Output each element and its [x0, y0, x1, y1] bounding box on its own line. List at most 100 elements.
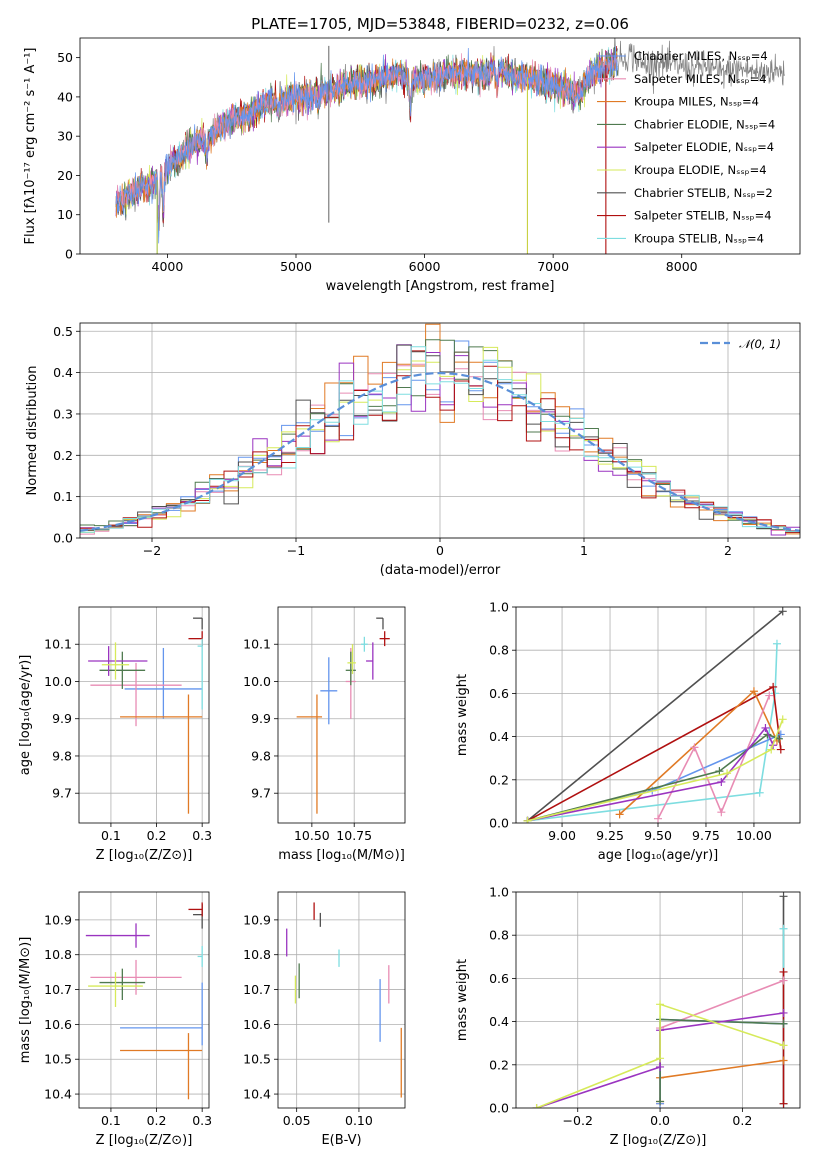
model-spectrum-chabrier-stelib — [115, 38, 618, 222]
residuals-xtick-label: 1 — [580, 543, 588, 558]
residuals-xtick-label: −2 — [143, 543, 161, 558]
legend-label-chabrier-elodie: Chabrier ELODIE, Nₛₛₚ=4 — [634, 117, 775, 131]
legend-label-salpeter-stelib: Salpeter STELIB, Nₛₛₚ=4 — [634, 209, 772, 223]
series-marker — [723, 769, 732, 778]
series-line — [659, 1018, 784, 1102]
legend-label-salpeter-miles: Salpeter MILES, Nₛₛₚ=4 — [634, 72, 767, 86]
spectrum-ytick-label: 30 — [57, 129, 73, 144]
mass-age-errorbar-chabrier-elodie — [345, 651, 356, 686]
legend-label-chabrier-stelib: Chabrier STELIB, Nₛₛₚ=2 — [634, 186, 773, 200]
z-age-ytick-label: 9.8 — [52, 748, 72, 763]
legend-label-salpeter-elodie: Salpeter ELODIE, Nₛₛₚ=4 — [634, 140, 774, 154]
series-marker — [761, 723, 770, 732]
spectrum-xtick-label: 6000 — [409, 259, 441, 274]
z-mass-errorbar-kroupa-stelib — [197, 946, 203, 967]
z-mass-frame — [78, 891, 210, 1109]
series-marker — [779, 976, 788, 985]
spectrum-ytick-label: 0 — [65, 247, 73, 262]
ebv-mass-xtick-label: 0.10 — [345, 1113, 373, 1128]
residuals-xtick-label: 2 — [724, 543, 732, 558]
z-mass-ytick-label: 10.6 — [44, 1017, 72, 1032]
ebv-mass-x-axis-label: E(B-V) — [321, 1133, 361, 1148]
spectrum-panel: 4000 5000 6000 7000 8000 0 10 20 30 40 50 wavelengt… — [23, 15, 801, 294]
residuals-legend: 𝒩(0, 1) — [700, 337, 781, 351]
z-weight-series-chabrier-elodie — [656, 1015, 788, 1106]
mass-age-ytick-label: 9.8 — [251, 748, 271, 763]
residuals-ytick-label: 0.1 — [53, 489, 73, 504]
ebv-mass-ytick-label: 10.7 — [243, 982, 271, 997]
residuals-ytick-label: 0.4 — [53, 365, 73, 380]
z-age-ytick-label: 9.9 — [52, 711, 72, 726]
series-marker — [769, 682, 778, 691]
spectrum-legend: Chabrier MILES, Nₛₛₚ=4 Salpeter MILES, Nₛ… — [597, 49, 775, 245]
legend-label-kroupa-elodie: Kroupa ELODIE, Nₛₛₚ=4 — [634, 163, 767, 177]
age-weight-ytick-label: 0.2 — [489, 772, 509, 787]
z-weight-xtick-label: 0.2 — [732, 1113, 752, 1128]
z-weight-panel: −0.2 0.0 0.2 0.0 0.2 0.4 0.6 0.8 1.0 Z [log₁₀(Z/Z… — [455, 885, 801, 1148]
series-marker — [656, 1054, 665, 1063]
z-weight-series-kroupa-elodie — [532, 1000, 788, 1108]
spectrum-x-axis-label: wavelength [Angstrom, rest frame] — [326, 279, 555, 294]
age-weight-xtick-label: 9.00 — [548, 828, 576, 843]
z-weight-series-salpeter-stelib — [779, 967, 788, 1108]
z-weight-ytick-label: 0.6 — [489, 971, 509, 986]
spectrum-ytick-label: 40 — [57, 89, 73, 104]
residuals-xtick-label: −1 — [287, 543, 305, 558]
age-weight-panel: 9.00 9.25 9.50 9.75 10.00 0.0 0.2 0.4 0.6 0.8 1.0 a… — [455, 600, 801, 863]
spectrum-ytick-label: 50 — [57, 50, 73, 65]
series-marker — [656, 1062, 665, 1071]
series-line — [527, 733, 780, 822]
z-age-x-axis-label: Z [log₁₀(Z/Z⊙)] — [96, 848, 193, 863]
spectrum-y-axis-label: Flux [fλ10⁻¹⁷ erg cm⁻² s⁻¹ A⁻¹] — [23, 48, 38, 245]
z-mass-x-axis-label: Z [log₁₀(Z/Z⊙)] — [96, 1133, 193, 1148]
z-age-errorbar-kroupa-stelib — [197, 638, 203, 710]
z-age-ytick-label: 9.7 — [52, 786, 72, 801]
series-line — [619, 689, 778, 815]
z-weight-ytick-label: 0.2 — [489, 1057, 509, 1072]
z-age-ytick-label: 10.1 — [44, 637, 72, 652]
z-mass-errorbar-chabrier-elodie — [99, 968, 146, 1000]
z-mass-ytick-label: 10.4 — [44, 1087, 72, 1102]
series-line — [526, 610, 784, 822]
mass-age-ytick-label: 10.1 — [243, 637, 271, 652]
series-marker — [779, 924, 788, 933]
mass-age-plot-area — [296, 617, 390, 814]
ebv-mass-plot-area — [286, 902, 402, 1098]
z-age-errorbar-salpeter-miles — [90, 662, 182, 727]
z-age-ytick-label: 10.0 — [44, 674, 72, 689]
z-age-errorbar-chabrier-stelib — [193, 617, 203, 630]
age-weight-series-chabrier-miles — [523, 730, 785, 823]
z-age-errorbar-kroupa-miles — [120, 694, 203, 814]
series-marker — [776, 745, 785, 754]
series-marker — [779, 1019, 788, 1028]
z-age-xtick-label: 0.1 — [101, 828, 121, 843]
series-marker — [656, 1097, 665, 1106]
ebv-mass-xtick-label: 0.05 — [283, 1113, 311, 1128]
z-mass-errorbar-kroupa-miles — [120, 1033, 203, 1100]
z-mass-ytick-label: 10.5 — [44, 1052, 72, 1067]
spectrum-title: PLATE=1705, MJD=53848, FIBERID=0232, z=0… — [251, 15, 629, 33]
model-spectrum-chabrier-miles — [115, 46, 618, 244]
mass-age-errorbar-chabrier-stelib — [376, 617, 384, 630]
series-line — [659, 1059, 784, 1102]
age-weight-xtick-label: 10.00 — [736, 828, 772, 843]
histogram-salpeter-stelib — [80, 350, 800, 533]
z-age-errorbar-salpeter-elodie — [88, 646, 148, 676]
z-weight-y-axis-label: mass weight — [455, 959, 470, 1041]
mass-age-xtick-label: 10.75 — [336, 828, 372, 843]
residuals-plot-area — [80, 323, 800, 536]
legend-label-kroupa-miles: Kroupa MILES, Nₛₛₚ=4 — [634, 95, 759, 109]
mass-age-errorbar-chabrier-miles — [320, 657, 338, 725]
histogram-kroupa-stelib — [80, 346, 800, 533]
series-line — [659, 1018, 784, 1104]
ebv-mass-frame — [277, 891, 406, 1109]
series-line — [536, 1003, 784, 1108]
z-age-errorbar-chabrier-elodie — [99, 651, 146, 689]
z-age-plot-area — [88, 617, 203, 814]
mass-age-panel: 10.50 10.75 9.7 9.8 9.9 10.0 10.1 mass [log₁₀(M… — [243, 606, 406, 863]
age-weight-xtick-label: 9.25 — [596, 828, 624, 843]
z-mass-errorbar-chabrier-stelib — [193, 904, 203, 929]
series-marker — [749, 687, 758, 696]
z-age-xtick-label: 0.3 — [192, 828, 212, 843]
